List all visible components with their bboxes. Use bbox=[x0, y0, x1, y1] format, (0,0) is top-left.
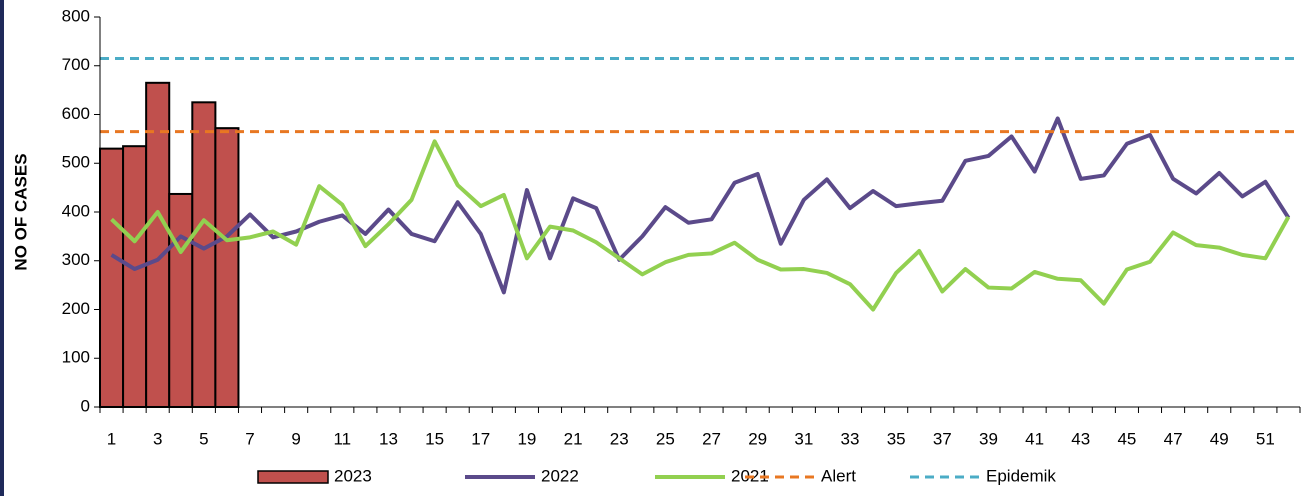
x-tick-label: 11 bbox=[333, 429, 351, 448]
x-tick-label: 19 bbox=[517, 429, 536, 448]
x-tick-label: 9 bbox=[291, 429, 300, 448]
x-tick-label: 47 bbox=[1164, 429, 1183, 448]
x-tick-label: 25 bbox=[656, 429, 675, 448]
x-tick-label: 31 bbox=[794, 429, 813, 448]
x-tick-label: 3 bbox=[153, 429, 162, 448]
x-tick-label: 37 bbox=[933, 429, 952, 448]
y-tick-label: 500 bbox=[62, 153, 90, 172]
bar bbox=[214, 127, 240, 408]
bar bbox=[168, 192, 194, 408]
line bbox=[110, 116, 1291, 295]
x-tick-label: 21 bbox=[564, 429, 583, 448]
x-tick-label: 7 bbox=[245, 429, 254, 448]
legend-swatch bbox=[257, 470, 329, 484]
x-tick-label: 39 bbox=[979, 429, 998, 448]
x-tick-label: 23 bbox=[610, 429, 629, 448]
bar bbox=[191, 101, 217, 408]
legend-label: 2022 bbox=[541, 466, 579, 485]
legend-label: Alert bbox=[821, 466, 856, 485]
y-axis-title: NO OF CASES bbox=[11, 153, 30, 270]
y-tick-label: 300 bbox=[62, 250, 90, 269]
x-tick-label: 33 bbox=[841, 429, 860, 448]
x-tick-label: 17 bbox=[471, 429, 490, 448]
x-tick-label: 29 bbox=[748, 429, 767, 448]
left-border bbox=[0, 0, 4, 496]
y-tick-label: 800 bbox=[62, 6, 90, 25]
x-tick-label: 49 bbox=[1210, 429, 1229, 448]
x-tick-label: 27 bbox=[702, 429, 721, 448]
x-tick-label: 43 bbox=[1071, 429, 1090, 448]
bar bbox=[99, 147, 125, 408]
legend-label: 2023 bbox=[334, 466, 372, 485]
bar bbox=[122, 145, 148, 408]
legend-label: Epidemik bbox=[986, 466, 1056, 485]
x-tick-label: 45 bbox=[1117, 429, 1136, 448]
x-tick-label: 15 bbox=[425, 429, 444, 448]
line bbox=[110, 139, 1291, 312]
y-tick-label: 700 bbox=[62, 55, 90, 74]
y-tick-label: 600 bbox=[62, 104, 90, 123]
y-tick-label: 200 bbox=[62, 299, 90, 318]
y-tick-label: 100 bbox=[62, 348, 90, 367]
y-tick-label: 0 bbox=[81, 396, 90, 415]
x-tick-label: 35 bbox=[887, 429, 906, 448]
x-tick-label: 13 bbox=[379, 429, 398, 448]
y-tick-label: 400 bbox=[62, 201, 90, 220]
x-tick-label: 1 bbox=[107, 429, 116, 448]
x-tick-label: 41 bbox=[1025, 429, 1044, 448]
x-tick-label: 5 bbox=[199, 429, 208, 448]
x-tick-label: 51 bbox=[1256, 429, 1275, 448]
